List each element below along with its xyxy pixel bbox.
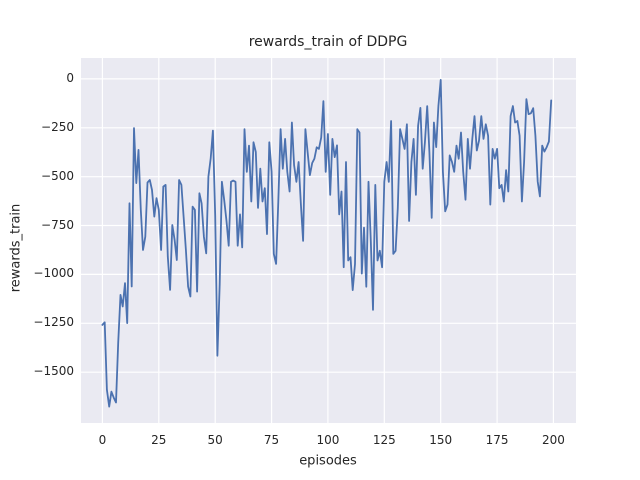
x-tick-label: 25 — [151, 433, 167, 447]
chart-title: rewards_train of DDPG — [248, 34, 408, 50]
y-tick-label: 0 — [66, 70, 74, 85]
x-tick-label: 0 — [98, 433, 107, 447]
x-tick-label: 100 — [316, 433, 340, 447]
y-tick-label: −250 — [41, 119, 74, 134]
plot-area — [81, 58, 576, 423]
series-line-rewards_train — [101, 78, 553, 408]
x-axis-label: episodes — [299, 453, 357, 469]
x-tick-label: 75 — [263, 433, 280, 447]
x-tick-label: 50 — [207, 433, 223, 447]
y-tick-label: −1500 — [33, 364, 74, 379]
y-tick-label: −1250 — [33, 315, 74, 330]
chart-canvas — [81, 58, 576, 423]
y-tick-label: −750 — [41, 217, 74, 232]
axes-background — [81, 58, 576, 423]
x-tick-label: 150 — [429, 433, 453, 447]
x-tick-label: 175 — [485, 433, 509, 447]
x-tick-label: 125 — [372, 433, 396, 447]
y-tick-label: −1000 — [33, 266, 74, 281]
y-tick-label: −500 — [41, 168, 74, 183]
x-tick-label: 200 — [541, 433, 565, 447]
